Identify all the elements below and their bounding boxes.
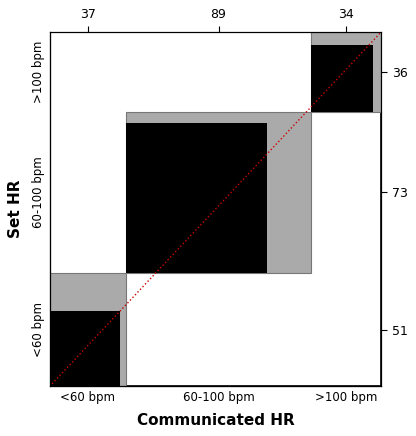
X-axis label: Communicated HR: Communicated HR	[136, 412, 295, 428]
Bar	[50, 311, 120, 386]
Y-axis label: Set HR: Set HR	[8, 180, 23, 238]
Bar	[126, 123, 267, 273]
Bar	[311, 32, 381, 112]
Bar	[50, 273, 126, 386]
Bar	[126, 112, 311, 273]
Bar	[311, 45, 373, 112]
